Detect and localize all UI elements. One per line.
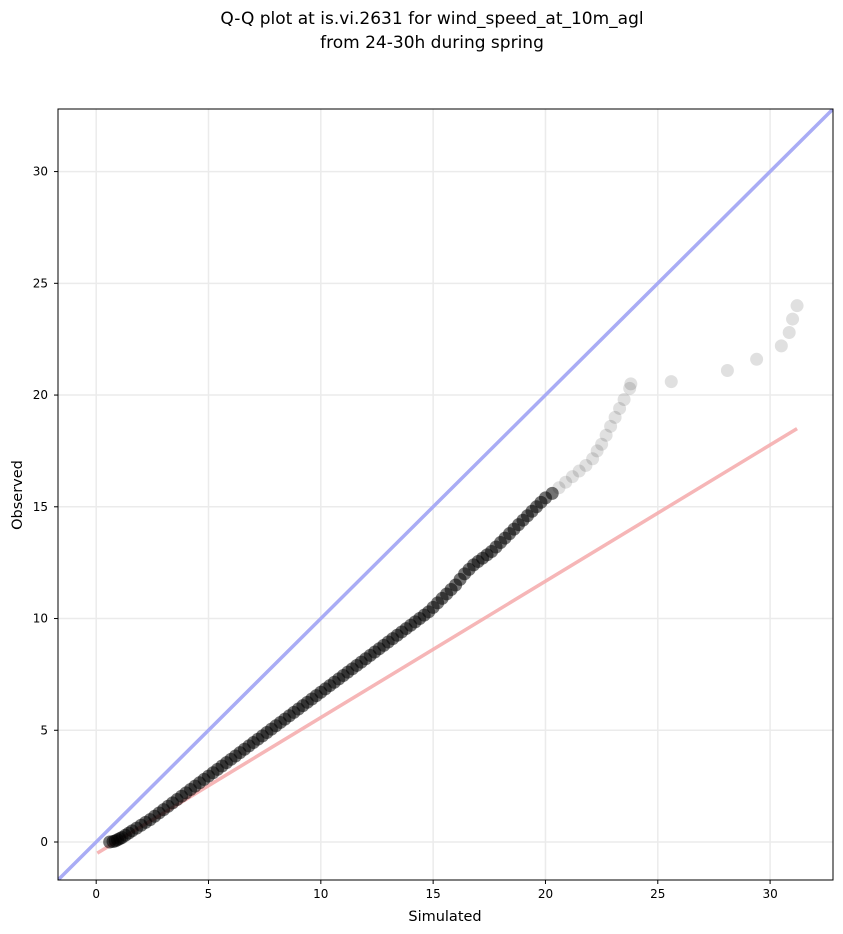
identity-line: [58, 109, 833, 880]
x-tick-label: 15: [426, 887, 441, 901]
data-point: [750, 352, 764, 366]
data-point: [720, 363, 734, 377]
data-point: [613, 401, 627, 415]
data-point: [786, 312, 800, 326]
fit-line: [96, 427, 798, 855]
y-tick-label: 30: [33, 165, 48, 179]
y-tick-label: 15: [33, 500, 48, 514]
x-tick-label: 0: [92, 887, 100, 901]
chart-title-line-2: from 24-30h during spring: [320, 33, 544, 53]
data-point: [565, 470, 579, 484]
axis-ticks: 0 5 10 15 20 25 30 0 5 10 15 20 25 30: [33, 165, 778, 901]
x-tick-label: 30: [762, 887, 777, 901]
data-point: [604, 419, 618, 433]
y-axis-label: Observed: [10, 460, 26, 530]
x-tick-label: 25: [650, 887, 665, 901]
data-point: [624, 377, 638, 391]
data-point: [623, 381, 637, 395]
chart-title-line-1: Q-Q plot at is.vi.2631 for wind_speed_at…: [220, 9, 643, 29]
data-point: [790, 299, 804, 313]
x-tick-label: 20: [538, 887, 553, 901]
data-point: [579, 458, 593, 472]
data-point: [552, 481, 566, 495]
y-tick-label: 5: [40, 723, 48, 737]
data-point: [617, 393, 631, 407]
data-point: [595, 437, 609, 451]
data-point: [545, 486, 559, 500]
y-tick-label: 0: [40, 835, 48, 849]
data-point: [599, 428, 613, 442]
data-points: [103, 299, 804, 849]
data-point: [774, 339, 788, 353]
x-tick-label: 5: [205, 887, 213, 901]
x-axis-label: Simulated: [408, 909, 481, 925]
x-tick-label: 10: [313, 887, 328, 901]
data-point: [664, 375, 678, 389]
y-tick-label: 20: [33, 388, 48, 402]
data-point: [572, 464, 586, 478]
data-point: [586, 452, 600, 466]
data-point: [559, 475, 573, 489]
reference-lines: [58, 109, 833, 880]
data-point: [782, 325, 796, 339]
data-point: [590, 444, 604, 458]
data-point: [608, 410, 622, 424]
y-tick-label: 25: [33, 276, 48, 290]
plot-area-frame: [57, 108, 834, 881]
y-tick-label: 10: [33, 612, 48, 626]
